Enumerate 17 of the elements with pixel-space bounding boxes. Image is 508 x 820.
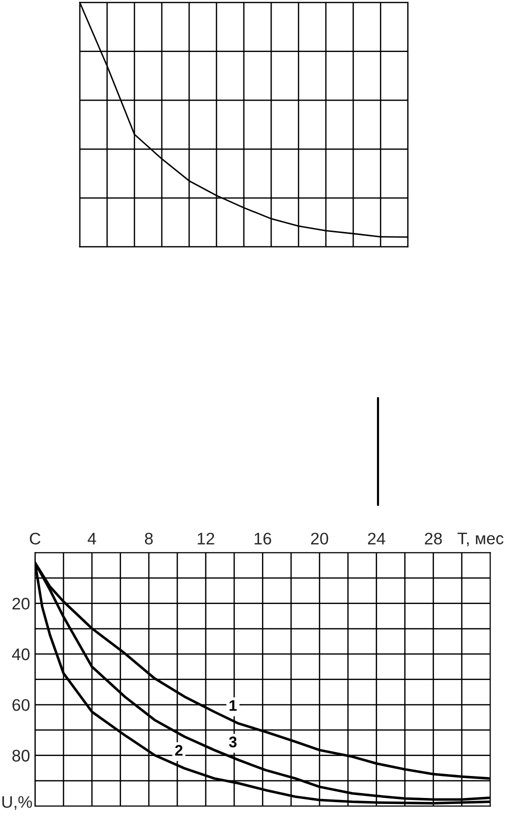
x-tick-label: 4 (88, 532, 96, 544)
x-tick-label: 20 (311, 532, 328, 545)
x-tick-label: 12 (198, 532, 214, 544)
y-tick-label: 20 (12, 598, 30, 610)
x-tick-label: C (30, 532, 40, 545)
series-label: 3 (229, 736, 237, 748)
y-axis-title: U,% (2, 796, 32, 810)
y-tick-label: 40 (12, 648, 30, 660)
x-tick-label: 16 (254, 532, 272, 545)
y-tick-label: 80 (12, 750, 30, 762)
series-label: 1 (230, 700, 237, 711)
y-tick-label: 60 (12, 699, 30, 711)
x-axis-title: T, мес (458, 532, 504, 546)
x-tick-label: 28 (424, 532, 442, 545)
x-tick-label: 8 (144, 532, 153, 545)
series-label: 2 (175, 744, 182, 756)
x-tick-label: 24 (368, 532, 386, 544)
